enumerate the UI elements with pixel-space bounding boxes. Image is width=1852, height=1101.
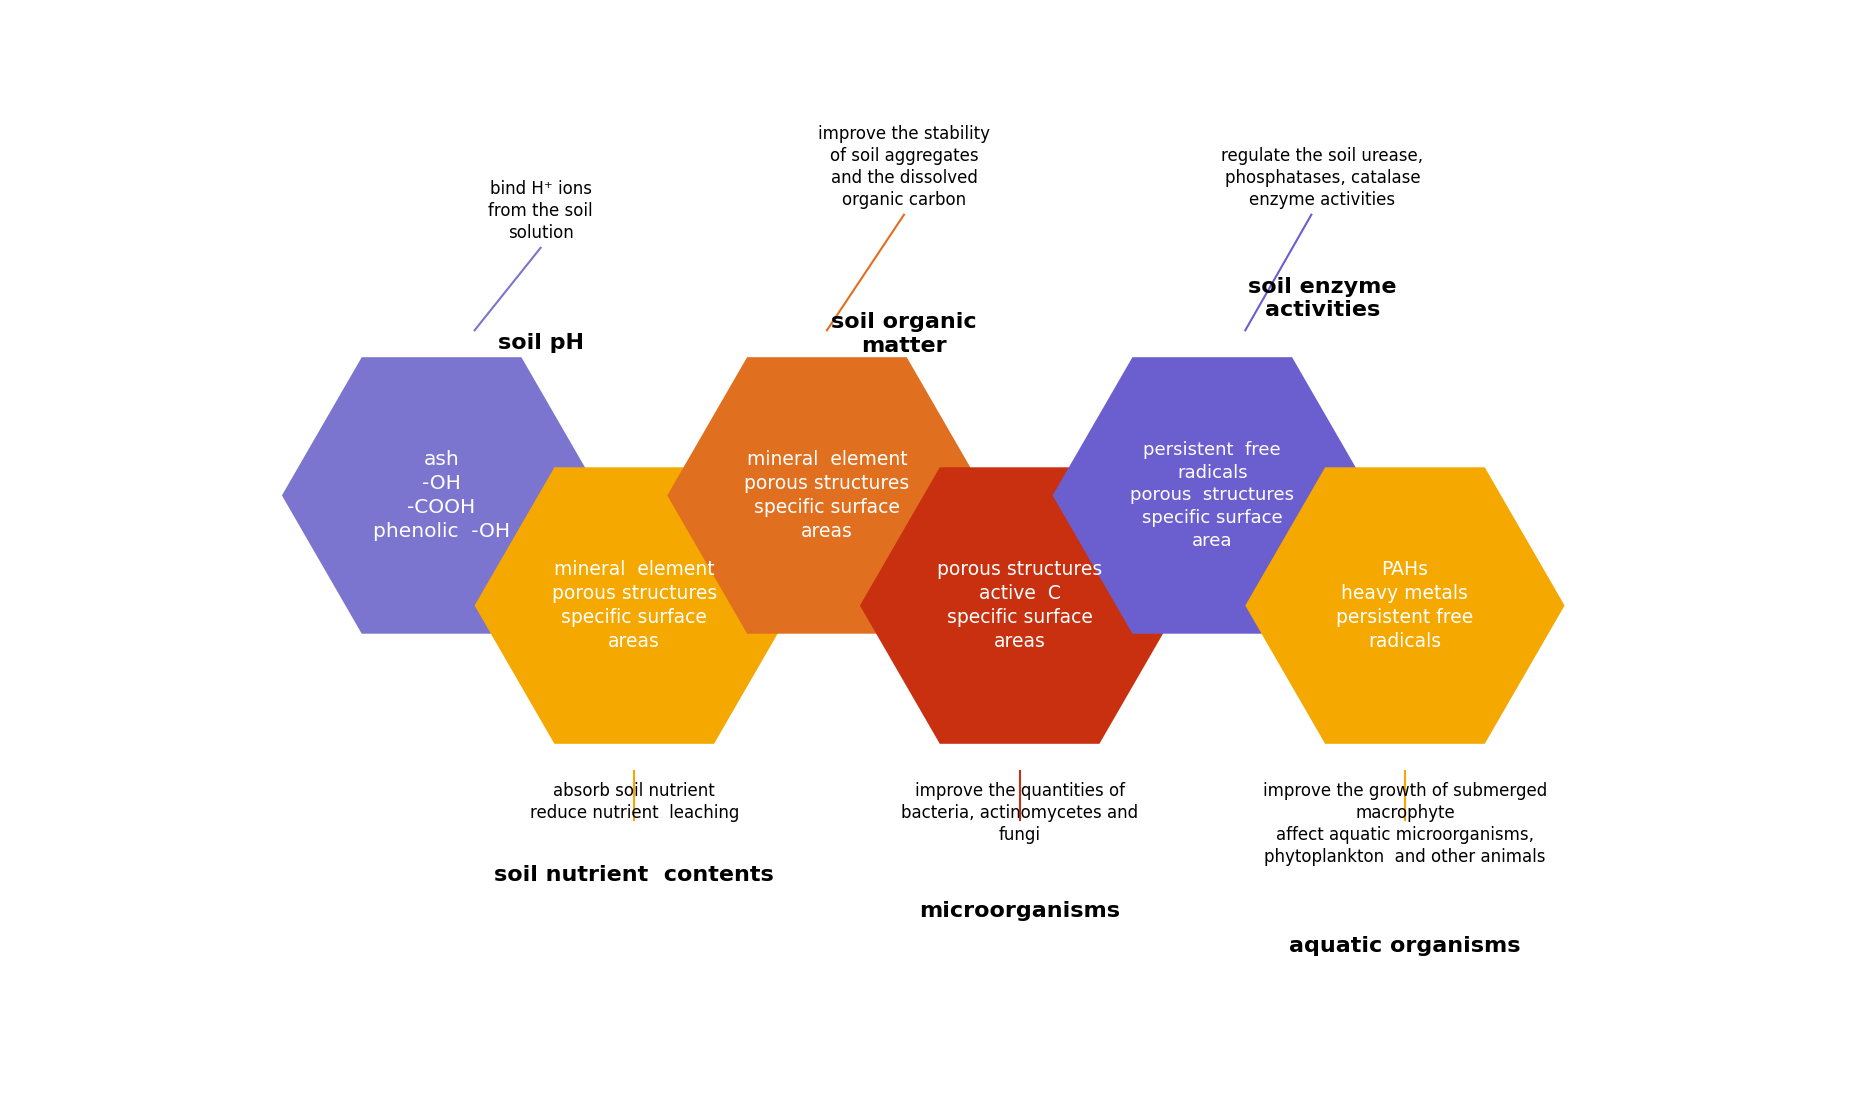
Text: mineral  element
porous structures
specific surface
areas: mineral element porous structures specif… <box>745 449 909 542</box>
Text: bind H⁺ ions
from the soil
solution: bind H⁺ ions from the soil solution <box>489 179 593 242</box>
Text: soil pH: soil pH <box>498 334 583 353</box>
Text: porous structures
active  C
specific surface
areas: porous structures active C specific surf… <box>937 559 1102 652</box>
Polygon shape <box>1245 467 1565 744</box>
Text: persistent  free
radicals
porous  structures
specific surface
area: persistent free radicals porous structur… <box>1130 440 1295 550</box>
Polygon shape <box>474 467 795 744</box>
Polygon shape <box>859 467 1180 744</box>
Text: ash
-OH
-COOH
phenolic  -OH: ash -OH -COOH phenolic -OH <box>372 449 509 542</box>
Text: improve the growth of submerged
macrophyte
affect aquatic microorganisms,
phytop: improve the growth of submerged macrophy… <box>1263 782 1546 866</box>
Text: aquatic organisms: aquatic organisms <box>1289 936 1520 956</box>
Polygon shape <box>667 357 987 634</box>
Text: soil enzyme
activities: soil enzyme activities <box>1248 277 1396 320</box>
Text: PAHs
heavy metals
persistent free
radicals: PAHs heavy metals persistent free radica… <box>1337 559 1474 652</box>
Text: mineral  element
porous structures
specific surface
areas: mineral element porous structures specif… <box>552 559 717 652</box>
Text: soil nutrient  contents: soil nutrient contents <box>494 865 774 885</box>
Text: microorganisms: microorganisms <box>919 901 1120 920</box>
Polygon shape <box>282 357 602 634</box>
Text: improve the quantities of
bacteria, actinomycetes and
fungi: improve the quantities of bacteria, acti… <box>902 782 1139 844</box>
Text: improve the stability
of soil aggregates
and the dissolved
organic carbon: improve the stability of soil aggregates… <box>819 124 991 209</box>
Text: absorb soil nutrient
reduce nutrient  leaching: absorb soil nutrient reduce nutrient lea… <box>530 782 739 822</box>
Text: soil organic
matter: soil organic matter <box>832 313 976 356</box>
Polygon shape <box>1052 357 1372 634</box>
Text: regulate the soil urease,
phosphatases, catalase
enzyme activities: regulate the soil urease, phosphatases, … <box>1220 146 1424 209</box>
